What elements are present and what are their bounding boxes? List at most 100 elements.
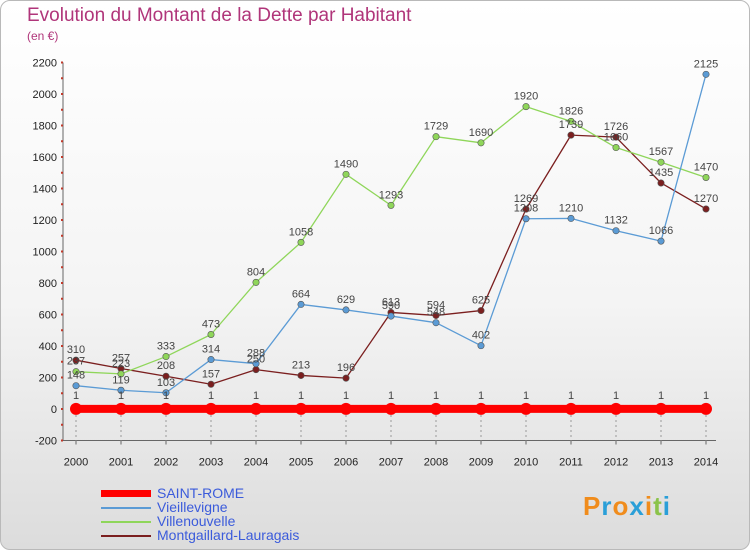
data-label: 257 <box>112 353 130 365</box>
y-tick-label: 0 <box>51 404 57 416</box>
y-tick-label: 2200 <box>33 58 57 70</box>
y-axis-minor-tick <box>61 282 63 284</box>
proxiti-logo: Proxiti <box>583 491 671 522</box>
data-label: 625 <box>472 295 490 307</box>
y-axis-minor-tick <box>61 124 63 127</box>
data-label: 1208 <box>514 203 538 215</box>
data-point <box>700 402 712 415</box>
data-label: 664 <box>292 288 310 300</box>
legend-label: Montgaillard-Lauragais <box>157 527 300 543</box>
data-label: 310 <box>67 344 85 356</box>
y-tick-label: 1800 <box>33 121 57 133</box>
y-axis-minor-tick <box>61 77 63 80</box>
series-points <box>70 70 712 415</box>
data-point <box>702 205 710 213</box>
data-label: 1 <box>478 390 484 402</box>
data-label: 1066 <box>649 225 673 237</box>
data-point <box>117 386 125 394</box>
data-label: 402 <box>472 330 490 342</box>
data-point <box>565 402 577 415</box>
data-label: 1058 <box>289 226 313 238</box>
chart-axes: -200 0 200 400 600 800 1000 1200 1400 1600 1800 200… <box>33 58 719 469</box>
y-axis-minor-tick <box>61 219 63 221</box>
line-chart: -200 0 200 400 600 800 1000 1200 1400 1600 1800 200… <box>33 58 719 469</box>
data-label: 1726 <box>604 121 628 133</box>
data-point <box>72 368 80 376</box>
data-point <box>432 311 440 319</box>
data-label: 1435 <box>649 167 673 179</box>
y-tick-label: 1000 <box>33 247 57 259</box>
legend-swatch <box>101 490 151 497</box>
data-label: 208 <box>157 360 175 372</box>
data-point <box>117 370 125 378</box>
x-tick-label: 2002 <box>154 457 178 469</box>
data-point <box>430 402 442 415</box>
data-point <box>340 402 352 415</box>
data-point <box>295 402 307 415</box>
y-tick-label: 600 <box>39 310 57 322</box>
series-labels: 310 257 208 157 250 213 196 613 594 625 1269 1739 17… <box>67 58 718 402</box>
data-label: 237 <box>67 356 85 368</box>
data-point <box>657 158 665 166</box>
x-tick-label: 2006 <box>334 457 358 469</box>
legend-item: SAINT-ROME <box>101 485 361 501</box>
y-axis-minor-tick <box>61 423 63 426</box>
data-label: 1 <box>568 390 574 402</box>
data-label: 1 <box>73 390 79 402</box>
data-label: 314 <box>202 344 220 356</box>
data-label: 1826 <box>559 105 583 117</box>
data-point <box>205 402 217 415</box>
y-tick-label: -200 <box>35 436 57 448</box>
y-axis-minor-tick <box>61 61 63 64</box>
data-point <box>520 402 532 415</box>
y-tick-label: 200 <box>39 373 57 385</box>
data-label: 1 <box>343 390 349 402</box>
chart-title: Evolution du Montant de la Dette par Hab… <box>27 5 412 26</box>
data-point <box>115 402 127 415</box>
y-axis-minor-tick <box>61 171 63 174</box>
data-point <box>297 371 305 379</box>
chart-legend: SAINT-ROME Vieillevigne Villenouvelle Montg… <box>101 485 361 543</box>
y-tick-label: 400 <box>39 341 57 353</box>
data-label: 1210 <box>559 202 583 214</box>
data-label: 1739 <box>559 119 583 131</box>
legend-item: Villenouvelle <box>101 513 361 529</box>
data-point <box>567 131 575 139</box>
x-tick-label: 2004 <box>244 457 268 469</box>
data-point <box>252 366 260 374</box>
data-label: 629 <box>337 294 355 306</box>
data-label: 288 <box>247 348 265 360</box>
legend-label: Villenouvelle <box>157 513 236 529</box>
logo-letter: r <box>601 491 613 521</box>
legend-label: SAINT-ROME <box>157 485 245 501</box>
data-point <box>342 170 350 178</box>
data-point <box>342 306 350 314</box>
legend-label: Vieillevigne <box>157 499 228 515</box>
data-point <box>612 133 620 141</box>
x-tick-label: 2014 <box>694 457 718 469</box>
data-point <box>432 133 440 141</box>
data-point <box>387 312 395 320</box>
legend-item: Vieillevigne <box>101 499 361 515</box>
data-label: 2125 <box>694 58 718 70</box>
data-point <box>612 144 620 152</box>
legend-swatch <box>101 507 151 509</box>
logo-letter: x <box>629 491 645 521</box>
data-label: 1729 <box>424 121 448 133</box>
data-point <box>567 214 575 222</box>
y-axis-minor-tick <box>61 203 63 206</box>
data-label: 1 <box>208 390 214 402</box>
data-point <box>612 227 620 235</box>
y-axis-minor-tick <box>61 140 63 143</box>
data-point <box>72 382 80 390</box>
data-label: 590 <box>382 300 400 312</box>
data-point <box>207 380 215 388</box>
logo-letter: i <box>644 491 654 521</box>
data-point <box>702 70 710 78</box>
x-tick-label: 2001 <box>109 457 133 469</box>
data-label: 1 <box>163 390 169 402</box>
y-axis-minor-tick <box>61 250 63 253</box>
data-point <box>567 117 575 125</box>
data-label: 613 <box>382 296 400 308</box>
